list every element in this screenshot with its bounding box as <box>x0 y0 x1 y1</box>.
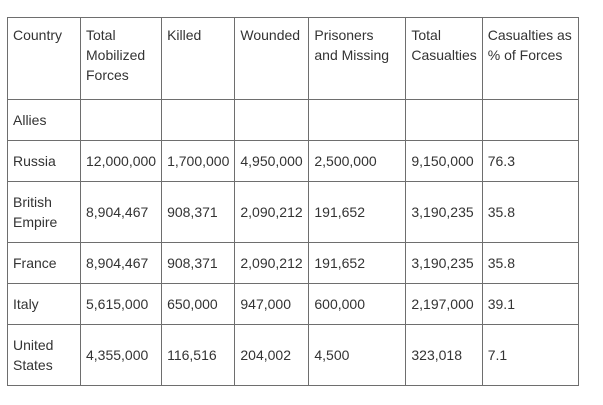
killed-cell: 908,371 <box>161 181 236 243</box>
killed-cell: 1,700,000 <box>161 140 236 182</box>
wounded-cell: 4,950,000 <box>234 140 310 182</box>
mobilized-cell: 8,904,467 <box>79 181 163 243</box>
killed-cell: 650,000 <box>161 283 236 325</box>
mobilized-cell: 5,615,000 <box>79 283 163 325</box>
total-casualties-cell: 3,190,235 <box>405 242 483 284</box>
percent-cell: 35.8 <box>481 242 579 284</box>
prisoners-missing-cell: 191,652 <box>308 242 407 284</box>
header-row: Country Total Mobilized Forces Killed Wo… <box>7 17 579 100</box>
total-casualties-cell: 3,190,235 <box>405 181 483 243</box>
header-total-casualties: Total Casualties <box>405 17 483 100</box>
header-wounded: Wounded <box>234 17 310 100</box>
percent-cell: 39.1 <box>481 283 579 325</box>
percent-cell: 35.8 <box>481 181 579 243</box>
empty-cell <box>308 99 407 141</box>
header-country: Country <box>7 17 81 100</box>
casualties-table: Country Total Mobilized Forces Killed Wo… <box>7 17 579 386</box>
wounded-cell: 2,090,212 <box>234 181 310 243</box>
killed-cell: 116,516 <box>161 324 236 386</box>
country-cell: British Empire <box>7 181 81 243</box>
total-casualties-cell: 2,197,000 <box>405 283 483 325</box>
mobilized-cell: 12,000,000 <box>79 140 163 182</box>
wounded-cell: 204,002 <box>234 324 310 386</box>
header-prisoners-and-missing: Prisoners and Missing <box>308 17 407 100</box>
prisoners-missing-cell: 4,500 <box>308 324 407 386</box>
header-total-mobilized-forces: Total Mobilized Forces <box>79 17 163 100</box>
empty-cell <box>79 99 163 141</box>
header-killed: Killed <box>161 17 236 100</box>
group-row-allies: Allies <box>7 99 579 141</box>
header-casualties-percent: Casualties as % of Forces <box>481 17 579 100</box>
table-row: Russia 12,000,000 1,700,000 4,950,000 2,… <box>7 140 579 182</box>
total-casualties-cell: 9,150,000 <box>405 140 483 182</box>
table-row: France 8,904,467 908,371 2,090,212 191,6… <box>7 242 579 284</box>
empty-cell <box>161 99 236 141</box>
wounded-cell: 947,000 <box>234 283 310 325</box>
table-row: United States 4,355,000 116,516 204,002 … <box>7 324 579 386</box>
table-row: Italy 5,615,000 650,000 947,000 600,000 … <box>7 283 579 325</box>
country-cell: France <box>7 242 81 284</box>
empty-cell <box>481 99 579 141</box>
table-row: British Empire 8,904,467 908,371 2,090,2… <box>7 181 579 243</box>
percent-cell: 76.3 <box>481 140 579 182</box>
prisoners-missing-cell: 2,500,000 <box>308 140 407 182</box>
killed-cell: 908,371 <box>161 242 236 284</box>
total-casualties-cell: 323,018 <box>405 324 483 386</box>
empty-cell <box>405 99 483 141</box>
percent-cell: 7.1 <box>481 324 579 386</box>
group-label: Allies <box>7 99 81 141</box>
prisoners-missing-cell: 600,000 <box>308 283 407 325</box>
empty-cell <box>234 99 310 141</box>
mobilized-cell: 4,355,000 <box>79 324 163 386</box>
mobilized-cell: 8,904,467 <box>79 242 163 284</box>
country-cell: Italy <box>7 283 81 325</box>
country-cell: United States <box>7 324 81 386</box>
country-cell: Russia <box>7 140 81 182</box>
prisoners-missing-cell: 191,652 <box>308 181 407 243</box>
wounded-cell: 2,090,212 <box>234 242 310 284</box>
